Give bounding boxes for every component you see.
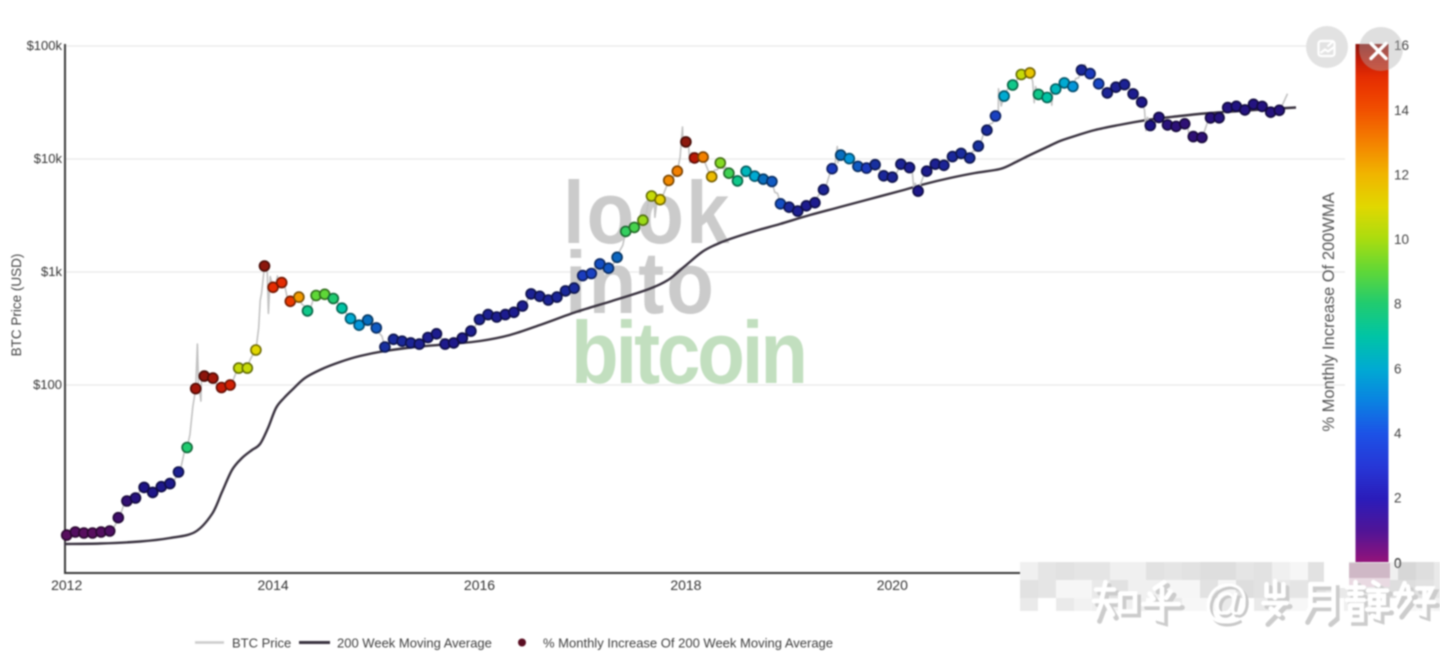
svg-text:2012: 2012 [51,577,82,593]
svg-text:$100k: $100k [27,38,63,53]
svg-text:14: 14 [1394,103,1410,118]
svg-text:12: 12 [1394,167,1409,182]
svg-text:BTC Price: BTC Price [232,636,291,651]
svg-text:16: 16 [1394,38,1409,53]
svg-text:2018: 2018 [670,577,701,593]
svg-text:2: 2 [1394,491,1402,506]
svg-text:200 Week Moving Average: 200 Week Moving Average [337,636,492,651]
svg-text:2014: 2014 [258,577,289,593]
svg-text:$10k: $10k [34,151,63,166]
svg-text:10: 10 [1394,232,1409,247]
svg-text:BTC Price (USD): BTC Price (USD) [9,254,24,357]
svg-text:6: 6 [1394,361,1402,376]
svg-text:into: into [565,234,716,332]
svg-text:@: @ [1206,578,1253,630]
svg-text:0: 0 [1394,556,1402,571]
svg-text:4: 4 [1394,426,1402,441]
svg-text:2020: 2020 [877,577,908,593]
svg-text:$100: $100 [33,377,62,392]
svg-text:$1k: $1k [41,264,62,279]
svg-text:@: @ [1203,575,1250,627]
svg-text:8: 8 [1394,297,1402,312]
svg-text:2016: 2016 [464,577,495,593]
svg-text:bitcoin: bitcoin [571,304,810,402]
svg-text:% Monthly Increase Of 200 Week: % Monthly Increase Of 200 Week Moving Av… [543,636,833,651]
svg-text:% Monthly Increase Of 200WMA: % Monthly Increase Of 200WMA [1320,192,1338,431]
